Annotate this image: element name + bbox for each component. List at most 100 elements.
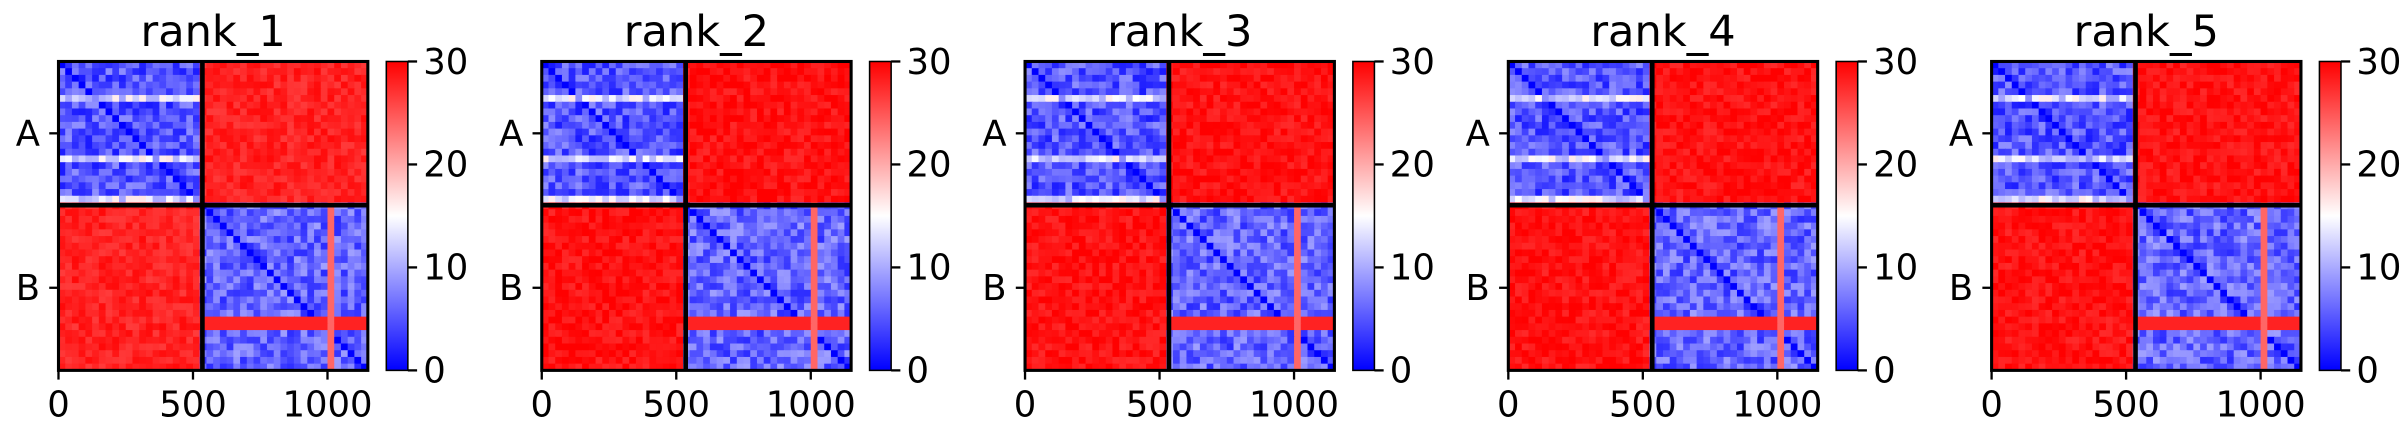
heatmap-cell [347, 262, 356, 271]
heatmap-cell [159, 236, 168, 244]
heatmap-cell [582, 155, 590, 164]
heatmap-cell [293, 95, 302, 103]
heatmap-cell [1085, 115, 1094, 123]
heatmap-cell [797, 142, 805, 150]
heatmap-cell [1273, 155, 1282, 164]
heatmap-cell [541, 330, 550, 338]
heatmap-cell [226, 74, 235, 83]
heatmap-cell [1092, 142, 1100, 150]
heatmap-cell [327, 162, 336, 170]
heatmap-cell [669, 350, 678, 358]
heatmap-cell [743, 115, 752, 123]
heatmap-cell [71, 195, 80, 204]
heatmap-cell [145, 343, 154, 352]
heatmap-cell [595, 242, 604, 251]
heatmap-cell [662, 316, 671, 325]
heatmap-cell [736, 121, 745, 130]
heatmap-cell [555, 269, 563, 278]
heatmap-cell [763, 175, 772, 184]
heatmap-cell [361, 135, 369, 143]
heatmap-cell [602, 296, 610, 305]
heatmap-cell [642, 269, 651, 278]
heatmap-cell [280, 182, 289, 190]
heatmap-cell [253, 209, 262, 217]
heatmap-cell [213, 121, 221, 130]
heatmap-cell [1099, 142, 1107, 150]
heatmap-cell [320, 68, 329, 76]
heatmap-cell [179, 88, 188, 96]
heatmap-cell [192, 343, 201, 352]
heatmap-cell [810, 95, 819, 103]
heatmap-cell [730, 262, 738, 271]
heatmap-cell [132, 135, 141, 143]
heatmap-cell [837, 135, 846, 143]
heatmap-cell [568, 330, 577, 338]
heatmap-cell [340, 289, 349, 298]
heatmap-cell [649, 283, 658, 291]
heatmap-cell [763, 142, 772, 150]
heatmap-cell [1179, 108, 1188, 117]
heatmap-cell [588, 175, 597, 184]
heatmap-cell [649, 121, 658, 130]
heatmap-cell [280, 68, 289, 76]
heatmap-cell [287, 229, 295, 237]
heatmap-cell [145, 296, 154, 305]
heatmap-cell [609, 162, 617, 170]
heatmap-cell [58, 209, 67, 217]
heatmap-cell [240, 323, 248, 332]
heatmap-cell [92, 189, 100, 197]
heatmap-cell [541, 343, 550, 352]
heatmap-cell [300, 189, 309, 197]
heatmap-cell [172, 148, 181, 157]
heatmap-cell [260, 350, 268, 358]
heatmap-cell [756, 269, 765, 278]
heatmap-cell [689, 68, 698, 76]
heatmap-cell [206, 356, 215, 365]
heatmap-cell [723, 175, 731, 184]
heatmap-cell [1280, 115, 1289, 123]
heatmap-cell [145, 195, 154, 204]
heatmap-cell [253, 296, 262, 305]
heatmap-cell [1307, 101, 1316, 110]
heatmap-cell [777, 101, 785, 110]
heatmap-cell [595, 222, 604, 231]
heatmap-cell [635, 256, 644, 264]
heatmap-cell [1172, 142, 1181, 150]
heatmap-cell [824, 74, 832, 83]
heatmap-cell [635, 343, 644, 352]
heatmap-cell [347, 148, 356, 157]
heatmap-cell [541, 182, 550, 190]
heatmap-cell [1246, 95, 1255, 103]
heatmap-cell [548, 343, 557, 352]
heatmap-cell [709, 88, 718, 96]
heatmap-cell [119, 309, 127, 318]
heatmap-cell [575, 182, 584, 190]
heatmap-cell [777, 95, 785, 103]
heatmap-cell [78, 155, 87, 164]
heatmap-cell [703, 155, 711, 164]
heatmap-cell [361, 356, 369, 365]
heatmap-cell [568, 309, 577, 318]
heatmap-cell [649, 276, 658, 285]
heatmap-cell [112, 195, 120, 204]
heatmap-cell [561, 269, 570, 278]
heatmap-cell [246, 81, 255, 90]
heatmap-cell [213, 88, 221, 96]
heatmap-cell [213, 236, 221, 244]
heatmap-cell [575, 209, 584, 217]
heatmap-cell [246, 289, 255, 298]
heatmap-cell [635, 323, 644, 332]
heatmap-cell [615, 256, 624, 264]
heatmap-cell [166, 262, 174, 271]
heatmap-cell [145, 269, 154, 278]
heatmap-cell [1139, 115, 1148, 123]
heatmap-cell [622, 356, 631, 365]
heatmap-cell [347, 350, 356, 358]
heatmap-cell [1327, 95, 1336, 103]
heatmap-cell [233, 175, 241, 184]
heatmap-cell [105, 189, 114, 197]
heatmap-cell [1139, 135, 1148, 143]
heatmap-cell [266, 262, 275, 271]
heatmap-cell [743, 289, 752, 298]
heatmap-cell [1099, 128, 1107, 137]
